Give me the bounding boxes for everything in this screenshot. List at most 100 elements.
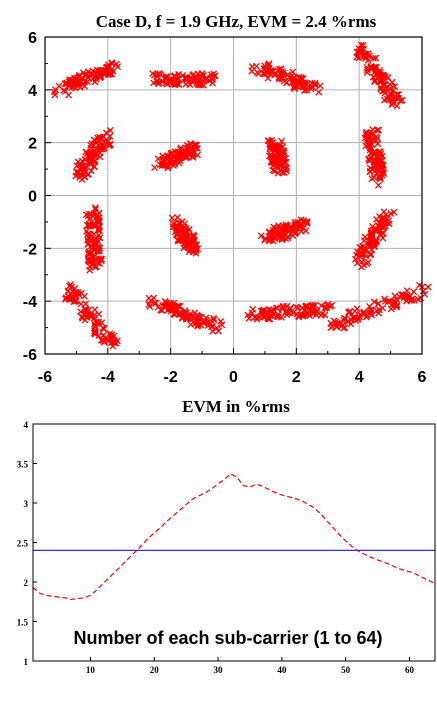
- constellation-point: [388, 92, 395, 100]
- constellation-point: [359, 309, 367, 317]
- x-tick-label: 40: [277, 665, 287, 675]
- constellation-point: [297, 227, 305, 235]
- constellation-point: [340, 314, 348, 322]
- y-tick-label: 6: [28, 30, 37, 47]
- constellation-point: [421, 290, 429, 298]
- constellation-cluster: [62, 281, 121, 350]
- x-tick-label: 4: [355, 369, 364, 386]
- constellation-point: [71, 84, 79, 92]
- constellation-point: [87, 313, 95, 321]
- evm-chart: EVM in %rms 10 20 30 40 50 60 1 1.5 2 2.5 3 3.5 4 Nu…: [17, 397, 436, 675]
- constellation-point: [194, 245, 202, 253]
- constellation-point: [330, 317, 338, 325]
- constellation-point: [381, 295, 388, 303]
- constellation-point: [268, 232, 276, 240]
- constellation-point: [98, 319, 106, 327]
- constellation-point: [86, 263, 94, 271]
- constellation-cluster: [50, 59, 122, 99]
- constellation-point: [356, 49, 364, 57]
- constellation-point: [275, 222, 283, 230]
- constellation-point: [410, 296, 418, 304]
- x-tick-label: -6: [38, 369, 52, 386]
- constellation-point: [172, 79, 180, 87]
- constellation-point: [81, 305, 89, 313]
- constellation-point: [181, 309, 189, 317]
- constellation-point: [367, 250, 375, 258]
- constellation-cluster: [168, 213, 202, 257]
- constellation-point: [393, 303, 401, 311]
- constellation-point: [281, 165, 289, 173]
- constellation-point: [193, 79, 201, 87]
- constellation-point: [341, 323, 349, 331]
- constellation-point: [253, 314, 261, 321]
- constellation-point: [66, 295, 74, 303]
- constellation-point: [260, 307, 268, 315]
- y-tick-label: -2: [23, 241, 37, 258]
- constellation-point: [323, 304, 331, 312]
- constellation-point: [157, 71, 165, 79]
- constellation-point: [377, 85, 385, 93]
- constellation-point: [96, 74, 104, 82]
- constellation-point: [146, 303, 154, 310]
- constellation-point: [351, 307, 359, 315]
- constellation-point: [166, 152, 174, 160]
- constellation-point: [361, 233, 369, 241]
- constellation-point: [154, 155, 162, 163]
- constellation-point: [374, 181, 382, 189]
- constellation-point: [288, 226, 296, 234]
- constellation-point: [245, 314, 253, 322]
- constellation-point: [79, 69, 87, 77]
- constellation-point: [379, 304, 387, 312]
- constellation-point: [111, 337, 119, 345]
- constellation-point: [368, 311, 375, 319]
- constellation-point: [389, 96, 397, 104]
- constellation-point: [180, 228, 188, 236]
- constellation-point: [381, 87, 389, 95]
- constellation-point: [96, 134, 104, 142]
- constellation-point: [317, 302, 325, 310]
- x-tick-label: -2: [164, 369, 178, 386]
- constellation-point: [265, 60, 273, 68]
- constellation-point: [277, 313, 285, 321]
- constellation-point: [182, 80, 190, 88]
- constellation-point: [109, 342, 117, 350]
- constellation-point: [300, 224, 307, 232]
- constellation-point: [217, 317, 225, 325]
- constellation-point: [215, 327, 222, 335]
- constellation-point: [89, 67, 97, 75]
- constellation-point: [95, 209, 103, 217]
- y-tick-label: 1.5: [17, 618, 29, 628]
- constellation-point: [328, 322, 336, 330]
- constellation-cluster: [353, 41, 406, 110]
- constellation-point: [162, 75, 170, 83]
- constellation-point: [145, 294, 153, 302]
- constellation-point: [349, 314, 357, 322]
- constellation-point: [308, 84, 316, 92]
- constellation-point: [199, 318, 207, 326]
- constellation-point: [397, 291, 405, 298]
- constellation-point: [369, 54, 377, 62]
- constellation-point: [92, 150, 100, 158]
- y-tick-label: -4: [23, 294, 37, 311]
- constellation-point: [264, 74, 272, 82]
- constellation-point: [178, 218, 186, 226]
- constellation-point: [91, 247, 98, 254]
- constellation-point: [283, 311, 291, 319]
- constellation-point: [351, 314, 359, 322]
- constellation-chart: Case D, f = 1.9 GHz, EVM = 2.4 %rms -6 -4…: [23, 12, 432, 386]
- constellation-point: [194, 144, 201, 152]
- constellation-point: [156, 161, 164, 169]
- constellation-point: [410, 288, 418, 296]
- constellation-point: [182, 153, 190, 161]
- constellation-point: [345, 309, 353, 316]
- constellation-point: [317, 311, 325, 319]
- y-tick-label: 1: [24, 657, 29, 667]
- constellation-point: [260, 306, 268, 314]
- evm-x-axis-label: Number of each sub-carrier (1 to 64): [73, 628, 382, 648]
- constellation-point: [207, 320, 215, 328]
- constellation-point: [74, 168, 82, 176]
- constellation-point: [357, 45, 365, 53]
- constellation-cluster: [361, 126, 388, 189]
- constellation-point: [255, 70, 263, 78]
- x-tick-label: 6: [418, 369, 427, 386]
